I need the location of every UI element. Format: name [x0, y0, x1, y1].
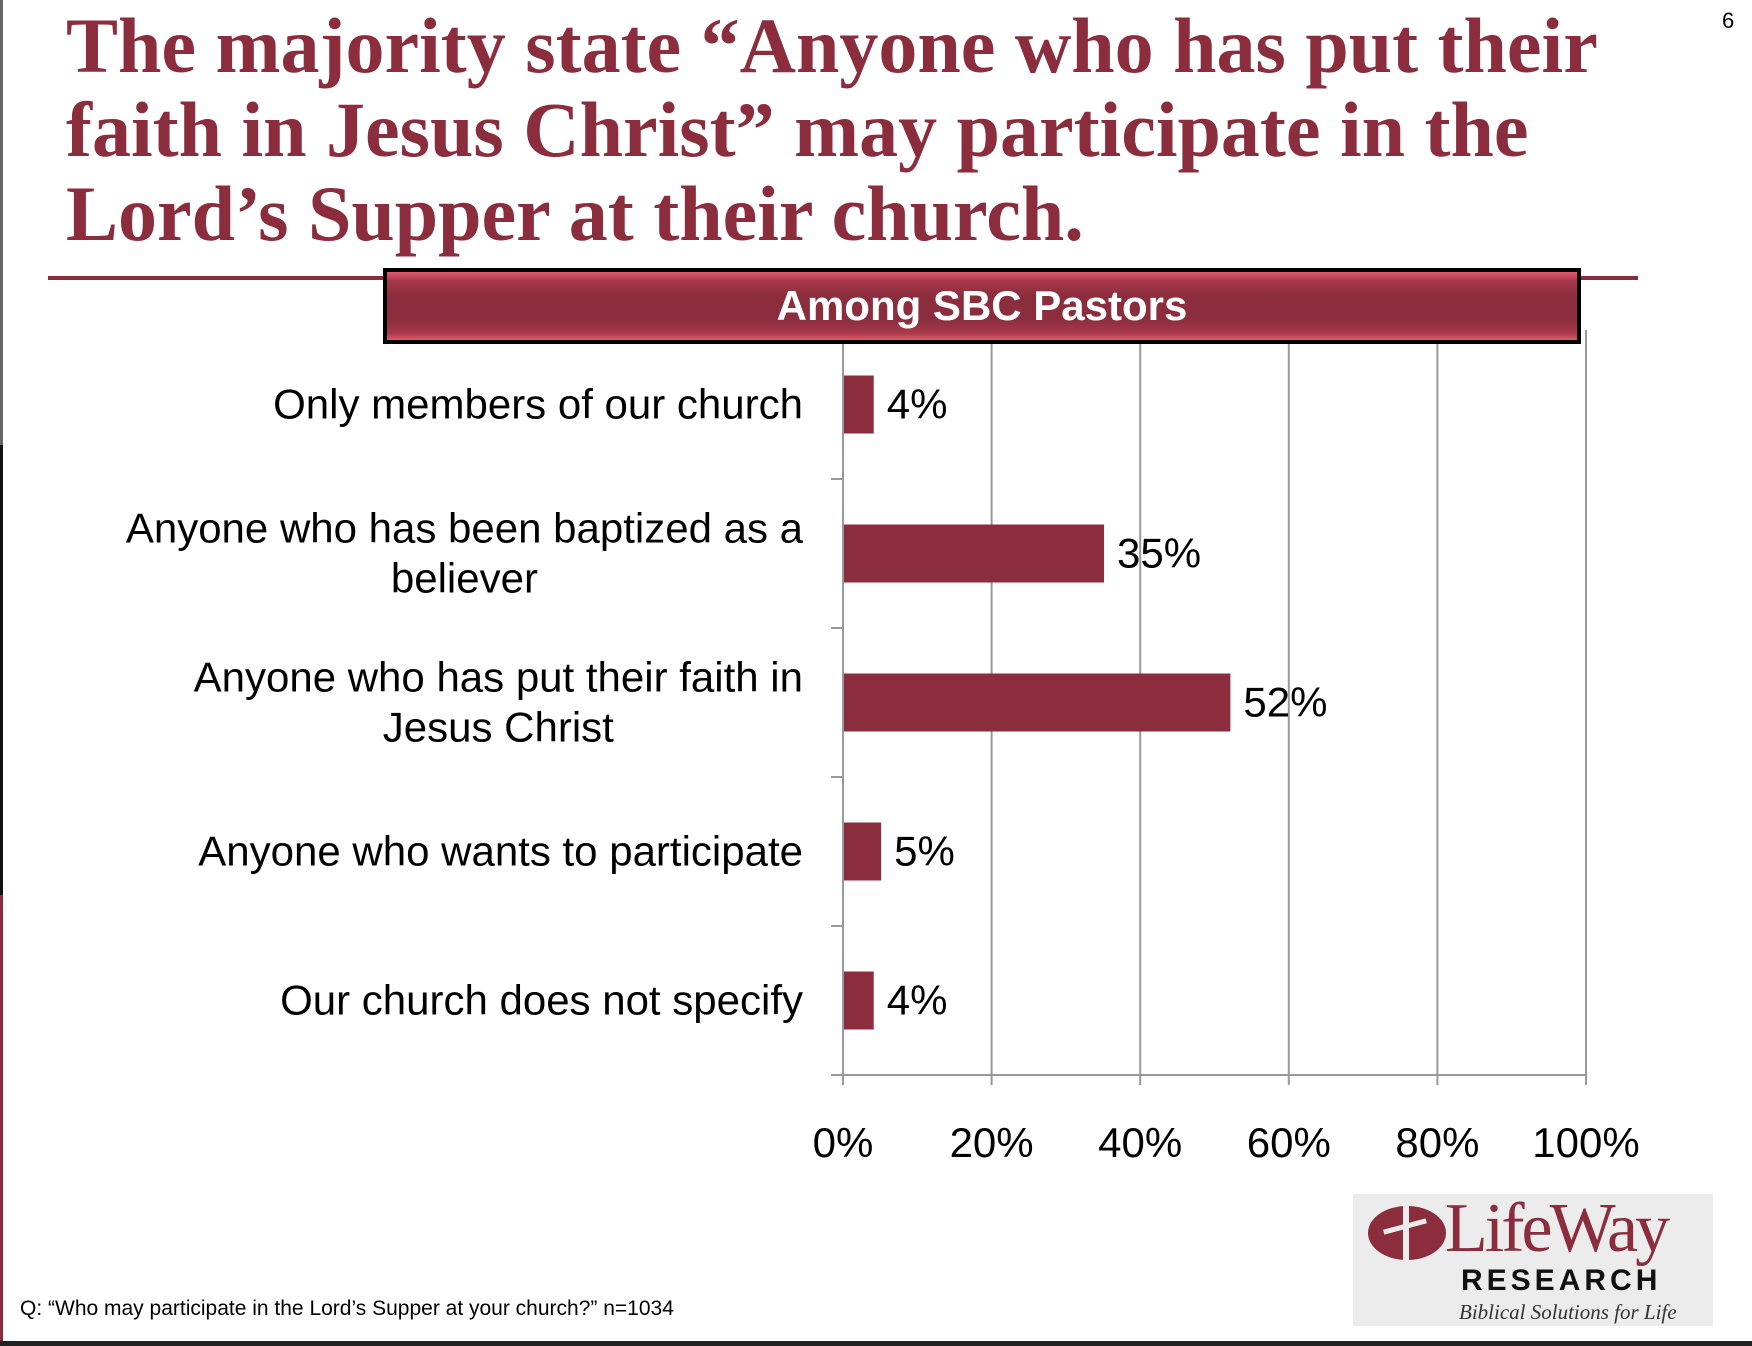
- x-tick-label: 100%: [1532, 1119, 1639, 1166]
- bar: [844, 822, 882, 881]
- data-label: 5%: [894, 828, 955, 875]
- x-tick-label: 60%: [1247, 1119, 1331, 1166]
- logo-tagline: Biblical Solutions for Life: [1459, 1300, 1677, 1324]
- x-tick-label: 80%: [1395, 1119, 1479, 1166]
- slide-title: The majority state “Anyone who has put t…: [66, 2, 1597, 257]
- category-label: Anyone who has been baptized as a believe…: [126, 505, 804, 602]
- page-number: 6: [1722, 8, 1735, 33]
- category-label: Only members of our church: [273, 381, 803, 428]
- bar: [844, 971, 874, 1030]
- bar: [844, 375, 874, 434]
- bar: [844, 673, 1231, 732]
- chart-title-banner: Among SBC Pastors: [383, 268, 1581, 344]
- category-label: Our church does not specify: [280, 977, 803, 1024]
- category-label: Anyone who wants to participate: [198, 828, 803, 875]
- category-label: Anyone who has put their faith in Jesus C…: [194, 654, 803, 751]
- lifeway-research-logo: LifeWay RESEARCH Biblical Solutions for …: [1353, 1194, 1713, 1326]
- logo-name: LifeWay: [1445, 1190, 1670, 1267]
- data-label: 52%: [1243, 679, 1327, 726]
- data-label: 35%: [1117, 530, 1201, 577]
- x-tick-label: 40%: [1098, 1119, 1182, 1166]
- left-edge: [0, 445, 3, 895]
- logo-sub: RESEARCH: [1461, 1264, 1662, 1297]
- x-tick-label: 0%: [813, 1119, 874, 1166]
- bar: [844, 524, 1105, 583]
- left-edge: [0, 0, 3, 445]
- data-label: 4%: [887, 977, 948, 1024]
- data-label: 4%: [887, 381, 948, 428]
- x-tick-label: 20%: [950, 1119, 1034, 1166]
- logo-cross-icon: [1403, 1204, 1409, 1262]
- left-edge: [0, 895, 3, 1345]
- bottom-border: [0, 1341, 1752, 1346]
- question-footnote: Q: “Who may participate in the Lord’s Su…: [20, 1297, 674, 1320]
